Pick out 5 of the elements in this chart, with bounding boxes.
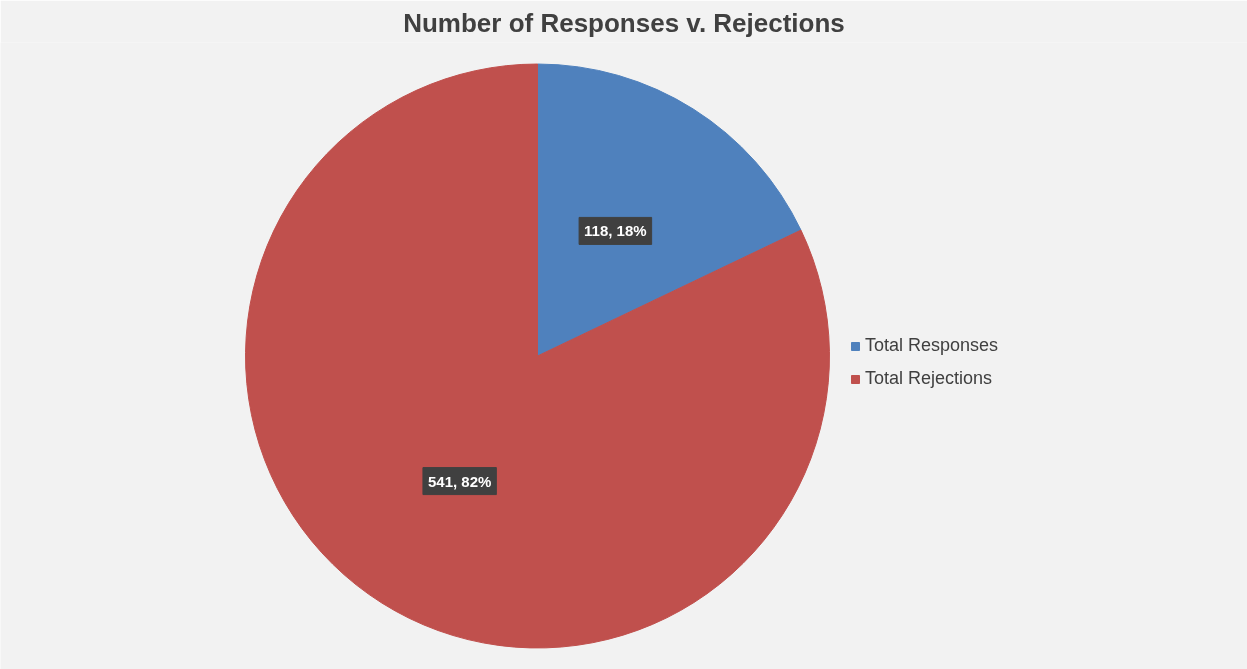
data-label: 118, 18% [584,222,647,240]
legend-label: Total Rejections [865,368,993,389]
chart-title: Number of Responses v. Rejections [403,7,845,38]
legend-label: Total Responses [865,335,999,356]
data-label: 541, 82% [427,472,492,490]
